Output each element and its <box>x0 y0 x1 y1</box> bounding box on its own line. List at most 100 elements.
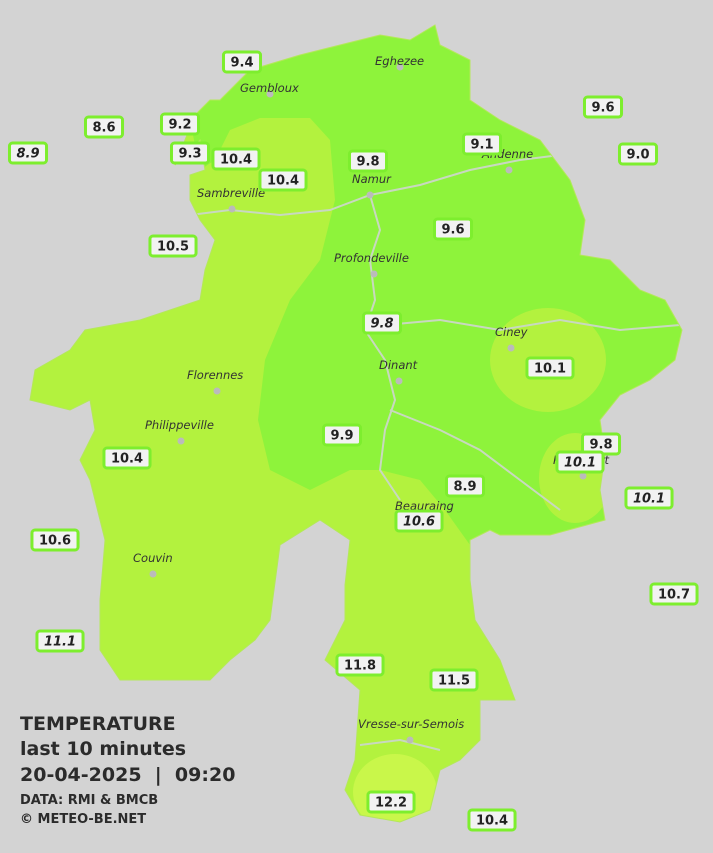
station: 10.5 <box>148 234 198 258</box>
station: 9.6 <box>582 95 624 119</box>
city-dot <box>396 63 404 71</box>
station-value: 9.8 <box>356 155 379 170</box>
station-value: 8.9 <box>453 480 476 495</box>
station: 10.4 <box>102 446 152 470</box>
station-box <box>30 528 80 552</box>
city-dot <box>579 472 587 480</box>
city-label: Eghezee <box>375 54 424 68</box>
city-dot <box>370 270 378 278</box>
station-value: 9.3 <box>178 147 201 162</box>
city-label: Gembloux <box>240 81 299 95</box>
station-box <box>321 423 363 447</box>
city-dot <box>395 377 403 385</box>
station-box <box>169 141 211 165</box>
station-value: 9.4 <box>230 56 253 71</box>
station: 10.6 <box>394 509 444 533</box>
zone-green <box>190 25 682 545</box>
city-label: Couvin <box>133 551 173 565</box>
station-value: 10.1 <box>564 456 596 471</box>
station: 10.6 <box>30 528 80 552</box>
station-value: 8.9 <box>16 147 39 162</box>
station: 9.6 <box>432 217 474 241</box>
city-label: Dinant <box>379 358 418 372</box>
legend-title: TEMPERATURE <box>20 713 176 735</box>
legend-source: DATA: RMI & BMCB <box>20 793 158 808</box>
station: 10.4 <box>211 147 261 171</box>
station-value: 11.1 <box>44 635 76 650</box>
station-value: 9.2 <box>168 118 191 133</box>
city-label: Vresse-sur-Semois <box>358 717 464 731</box>
station-value: 10.6 <box>39 534 71 549</box>
station-value: 9.8 <box>589 438 612 453</box>
station: 9.8 <box>347 149 389 173</box>
station: 10.7 <box>649 582 699 606</box>
city-dot <box>228 205 236 213</box>
legend-copyright: © METEO-BE.NET <box>20 812 146 827</box>
station: 9.8 <box>580 432 622 456</box>
station-box <box>361 311 403 335</box>
station-value: 10.4 <box>111 452 143 467</box>
station: 9.9 <box>321 423 363 447</box>
station: 11.8 <box>335 653 385 677</box>
station-value: 10.5 <box>157 240 189 255</box>
station: 10.1 <box>525 356 575 380</box>
city-label: Florennes <box>187 368 243 382</box>
station: 8.9 <box>444 474 486 498</box>
stations: 9.4 8.6 9.2 8.9 9.3 10.4 10.4 9.8 9.1 9.6 9.0 10.5 9… <box>7 50 699 832</box>
station-box <box>366 790 416 814</box>
station-box <box>624 486 674 510</box>
station-box <box>211 147 261 171</box>
station-box <box>649 582 699 606</box>
station-value: 9.6 <box>591 101 614 116</box>
station-box <box>525 356 575 380</box>
station-box <box>335 653 385 677</box>
station: 9.8 <box>361 311 403 335</box>
station-value: 9.6 <box>441 223 464 238</box>
station-value: 10.4 <box>476 814 508 829</box>
station: 10.4 <box>467 808 517 832</box>
station: 10.1 <box>555 450 605 474</box>
station-value: 9.9 <box>330 429 353 444</box>
city-dot <box>406 736 414 744</box>
station-box <box>159 112 201 136</box>
station: 9.2 <box>159 112 201 136</box>
city-dot <box>149 570 157 578</box>
legend-subtitle: last 10 minutes <box>20 738 186 760</box>
station-box <box>148 234 198 258</box>
station: 8.9 <box>7 141 49 165</box>
city-label: Profondeville <box>334 251 409 265</box>
station: 10.1 <box>624 486 674 510</box>
station: 9.4 <box>221 50 263 74</box>
city-label: Namur <box>352 172 392 186</box>
station-box <box>432 217 474 241</box>
station-value: 9.1 <box>470 138 493 153</box>
city-dot <box>177 437 185 445</box>
station: 8.6 <box>83 115 125 139</box>
station-value: 10.4 <box>267 174 299 189</box>
city-dot <box>366 191 374 199</box>
station-value: 12.2 <box>375 796 407 811</box>
city-label: Ciney <box>495 325 528 339</box>
station-value: 11.8 <box>344 659 376 674</box>
station: 12.2 <box>366 790 416 814</box>
station-box <box>617 142 659 166</box>
station-value: 9.0 <box>626 148 649 163</box>
legend-datetime: 20-04-2025 | 09:20 <box>20 764 235 786</box>
city-label: Philippeville <box>145 418 214 432</box>
station-value: 8.6 <box>92 121 115 136</box>
station-box <box>461 132 503 156</box>
station-box <box>102 446 152 470</box>
station-value: 11.5 <box>438 674 470 689</box>
station-box <box>7 141 49 165</box>
station: 10.4 <box>258 168 308 192</box>
station: 11.5 <box>429 668 479 692</box>
station-value: 10.7 <box>658 588 690 603</box>
station-value: 10.4 <box>220 153 252 168</box>
station-box <box>429 668 479 692</box>
station-value: 10.1 <box>633 492 665 507</box>
station: 9.3 <box>169 141 211 165</box>
station-box <box>555 450 605 474</box>
city-dot <box>505 166 513 174</box>
